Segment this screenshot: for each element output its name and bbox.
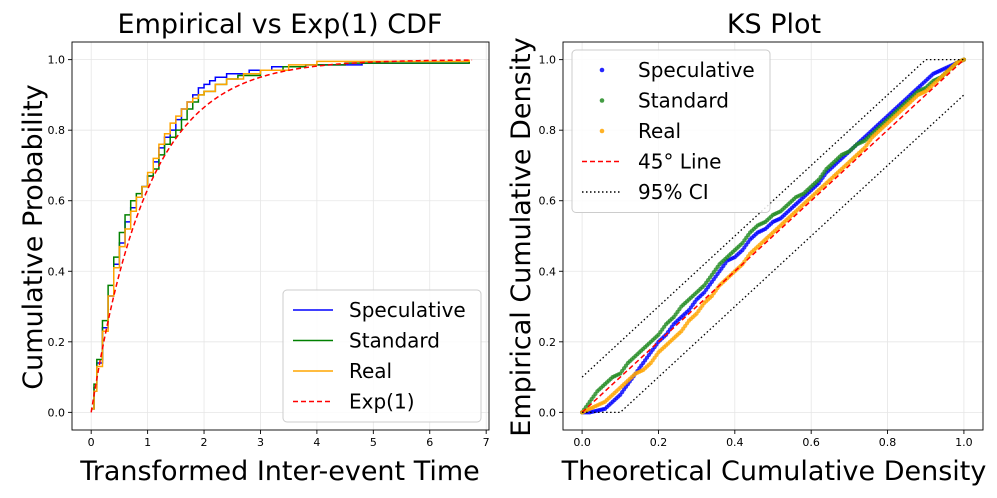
cdf-panel: Empirical vs Exp(1) CDF Transformed Inte… [18,9,490,487]
ks-ytick-label: 0.8 [539,124,557,137]
ks-xlabel: Theoretical Cumulative Density [561,456,987,487]
cdf-ytick-label: 0.0 [48,406,66,419]
cdf-legend-box [282,289,482,423]
cdf-grid [72,42,489,430]
cdf-xtick-label: 4 [313,436,320,449]
cdf-axes-frame [71,41,490,431]
cdf-ytick-label: 0.6 [48,195,66,208]
cdf-legend-real-label: Real [349,359,392,383]
cdf-legend-standard-label: Standard [349,329,440,353]
cdf-ytick-label: 0.4 [48,265,66,278]
cdf-xtick-label: 3 [257,436,264,449]
cdf-xlabel: Transformed Inter-event Time [79,456,480,487]
ks-legend-speculative-label: Speculative [638,58,755,82]
ks-legend-standard-marker [599,98,605,103]
ks-legend-box [571,49,771,213]
cdf-ytick-label: 0.8 [48,124,66,137]
ks-legend-standard-label: Standard [638,89,729,113]
ks-ytick-label: 0.0 [539,406,557,419]
cdf-series-exp-1-curve [90,59,473,413]
cdf-legend: Speculative Standard Real Exp(1) [282,289,482,423]
ks-axes-frame [562,41,984,431]
cdf-xtick-label: 2 [201,436,208,449]
ks-ytick-label: 0.4 [539,265,557,278]
ks-panel: KS Plot Theoretical Cumulative Density E… [506,9,986,487]
cdf-ytick-label: 1.0 [48,54,66,67]
cdf-series-standard-line [91,61,470,410]
ks-xtick-label: 1.0 [955,436,973,449]
ks-legend-real-label: Real [638,119,681,143]
ks-xtick-label: 0.8 [879,436,897,449]
cdf-title: Empirical vs Exp(1) CDF [118,9,443,40]
ks-xtick-label: 0.6 [802,436,820,449]
ks-legend-real-marker [599,128,605,134]
ks-series-45-line-line [581,59,965,413]
ks-ylabel: Empirical Cumulative Density [506,37,537,436]
ks-ytick-label: 1.0 [539,54,557,67]
cdf-legend-exp-1-label: Exp(1) [349,390,415,414]
ks-ytick-label: 0.6 [539,195,557,208]
cdf-xtick-label: 1 [144,436,151,449]
ks-legend-speculative-marker [599,67,605,73]
cdf-xtick-label: 0 [88,436,95,449]
ks-xtick-label: 0.0 [573,436,591,449]
ks-title: KS Plot [727,9,821,40]
ks-legend-45-line-label: 45° Line [638,150,722,174]
ks-ytick-label: 0.2 [539,336,557,349]
cdf-xtick-label: 5 [370,436,377,449]
ks-series-real-point [961,57,967,62]
ks-legend: Speculative Standard Real 45° Line 95% CI [571,49,771,213]
cdf-series-real-line [91,59,470,410]
cdf-plot-area [90,59,473,413]
ks-xtick-label: 0.2 [650,436,668,449]
cdf-ytick-label: 0.2 [48,336,66,349]
ks-xtick-label: 0.4 [726,436,744,449]
cdf-ylabel: Cumulative Probability [18,84,49,389]
ks-legend-95-ci-label: 95% CI [638,180,709,204]
ks-series-95-ci-lower-bound [582,94,965,414]
cdf-xtick-label: 7 [483,436,490,449]
cdf-xtick-label: 6 [426,436,433,449]
cdf-legend-speculative-label: Speculative [349,298,466,322]
ks-plot-area [579,57,967,415]
ks-series-95-ci-upper-bound [581,58,964,378]
